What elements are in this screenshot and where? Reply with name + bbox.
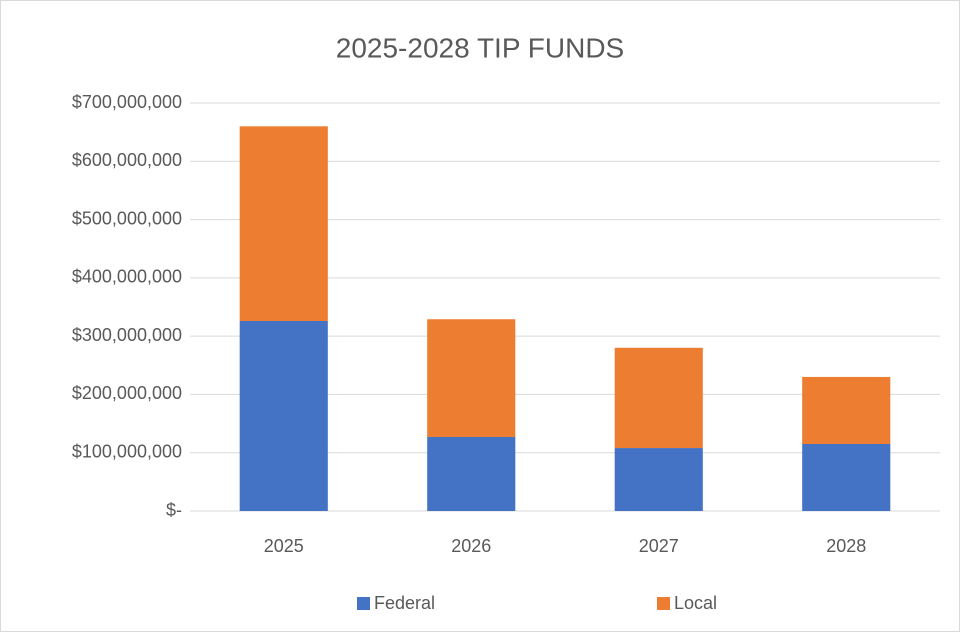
bar-segment	[802, 443, 891, 511]
y-tick-label: $600,000,000	[72, 150, 182, 170]
legend-label: Federal	[374, 593, 435, 613]
x-tick-label: 2025	[264, 536, 304, 556]
x-tick-label: 2026	[451, 536, 491, 556]
bar-segment	[802, 376, 891, 444]
y-tick-label: $300,000,000	[72, 325, 182, 345]
bar-segment	[427, 319, 516, 437]
bar-segment	[239, 320, 328, 511]
y-tick-label: $200,000,000	[72, 383, 182, 403]
y-tick-label: $700,000,000	[72, 92, 182, 112]
legend-swatch	[357, 597, 370, 610]
x-tick-label: 2028	[826, 536, 866, 556]
x-tick-label: 2027	[639, 536, 679, 556]
y-tick-label: $500,000,000	[72, 208, 182, 228]
legend-label: Local	[674, 593, 717, 613]
y-tick-label: $-	[166, 500, 182, 520]
bar-segment	[239, 126, 328, 321]
legend-swatch	[657, 597, 670, 610]
y-tick-label: $100,000,000	[72, 441, 182, 461]
chart-title: 2025-2028 TIP FUNDS	[336, 32, 624, 63]
y-tick-label: $400,000,000	[72, 267, 182, 287]
bar-segment	[427, 436, 516, 511]
bar-segment	[614, 448, 703, 511]
bar-segment	[614, 347, 703, 449]
